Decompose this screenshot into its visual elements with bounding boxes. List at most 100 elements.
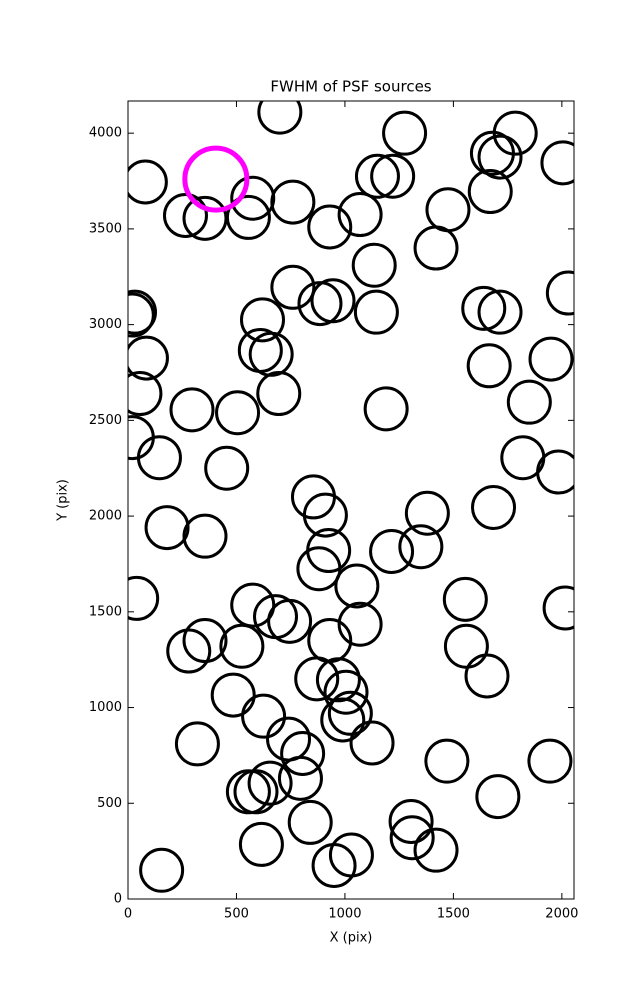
- source-circle: [294, 656, 340, 702]
- source-circle: [287, 799, 333, 845]
- source-circle: [139, 847, 185, 893]
- source-circle: [296, 546, 342, 592]
- y-tick-label: 3500: [89, 221, 122, 236]
- source-circle: [128, 289, 158, 335]
- x-tick-label: 1000: [328, 907, 361, 922]
- source-circle: [320, 697, 366, 743]
- source-circle: [241, 693, 287, 739]
- source-circle: [461, 285, 507, 331]
- source-circle: [528, 336, 574, 382]
- source-circle: [182, 145, 250, 213]
- source-circle: [277, 755, 323, 801]
- source-circle: [210, 672, 256, 718]
- source-circle: [307, 204, 353, 250]
- source-circle: [354, 153, 400, 199]
- source-circle: [162, 192, 208, 238]
- source-circle: [475, 774, 521, 820]
- source-circle: [136, 435, 182, 481]
- source-circle: [233, 769, 279, 815]
- source-circle: [353, 289, 399, 335]
- source-circle: [219, 623, 265, 669]
- source-circle: [424, 738, 470, 784]
- source-circle: [442, 576, 488, 622]
- source-circle: [128, 292, 155, 338]
- source-circle: [467, 169, 513, 215]
- source-circle: [256, 371, 302, 417]
- source-circle: [270, 264, 316, 310]
- source-circle: [238, 821, 284, 867]
- plot-area: [128, 101, 574, 893]
- source-circle: [349, 720, 395, 766]
- source-circle: [337, 192, 383, 238]
- y-tick-label: 0: [114, 892, 122, 907]
- source-circle: [182, 618, 228, 664]
- source-circle: [128, 371, 163, 417]
- source-circle: [464, 653, 510, 699]
- source-circle: [477, 289, 523, 335]
- source-circle: [404, 490, 450, 536]
- source-circle: [389, 815, 435, 861]
- source-circle: [239, 297, 285, 343]
- source-circle: [327, 690, 373, 736]
- y-tick-label: 4000: [89, 126, 122, 141]
- source-circle: [174, 721, 220, 767]
- source-circle: [536, 449, 574, 495]
- source-circle: [466, 343, 512, 389]
- source-circle: [215, 390, 261, 436]
- source-circle: [542, 585, 574, 631]
- source-circle: [230, 582, 276, 628]
- source-circle: [323, 669, 369, 715]
- source-circle: [398, 524, 444, 570]
- source-circle: [337, 601, 383, 647]
- x-tick-label: 500: [224, 907, 249, 922]
- source-circle: [257, 101, 303, 135]
- source-circle: [413, 827, 459, 873]
- source-circle: [144, 505, 190, 551]
- source-circle: [166, 628, 212, 674]
- source-circle: [370, 153, 416, 199]
- source-circle: [469, 130, 515, 176]
- source-circle: [334, 563, 380, 609]
- x-tick-label: 0: [124, 907, 132, 922]
- source-circle: [280, 730, 326, 776]
- source-circle: [477, 134, 523, 180]
- source-circle: [128, 335, 169, 381]
- x-tick-label: 2000: [545, 907, 578, 922]
- source-circle: [128, 159, 168, 205]
- y-tick-label: 500: [97, 796, 122, 811]
- y-tick-label: 1500: [89, 604, 122, 619]
- source-circle: [388, 798, 434, 844]
- source-circle: [267, 598, 313, 644]
- source-circle: [369, 529, 415, 575]
- x-tick-label: 1500: [437, 907, 470, 922]
- source-circle: [311, 842, 357, 888]
- source-circle: [204, 445, 250, 491]
- source-circle: [230, 175, 276, 221]
- source-circle: [351, 242, 397, 288]
- source-circle: [545, 270, 574, 316]
- source-circle: [540, 140, 574, 186]
- source-circle: [363, 386, 409, 432]
- source-circle: [382, 110, 428, 156]
- y-tick-label: 2500: [89, 413, 122, 428]
- source-circle: [471, 484, 517, 530]
- source-circle: [302, 492, 348, 538]
- source-circle: [527, 738, 573, 784]
- source-circle: [128, 575, 160, 621]
- y-tick-label: 3000: [89, 317, 122, 332]
- y-axis-label: Y (pix): [56, 479, 71, 522]
- plot-frame: [127, 100, 575, 900]
- source-circle: [506, 379, 552, 425]
- chart-title: FWHM of PSF sources: [270, 78, 431, 96]
- source-circle: [310, 278, 356, 324]
- x-axis-label: X (pix): [330, 931, 373, 946]
- y-tick-label: 2000: [89, 509, 122, 524]
- source-circle: [270, 179, 316, 225]
- source-circle: [225, 194, 271, 240]
- source-circle: [413, 225, 459, 271]
- source-circle: [169, 387, 215, 433]
- y-tick-label: 1000: [89, 700, 122, 715]
- source-circle: [182, 513, 228, 559]
